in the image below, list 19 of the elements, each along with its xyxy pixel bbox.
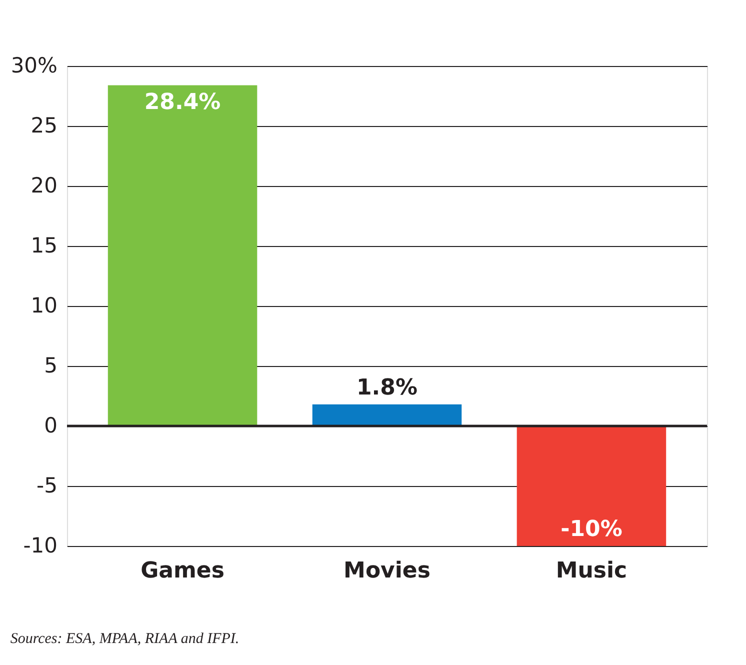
data-label: 1.8% (356, 376, 418, 401)
y-tick-label: -10 (23, 534, 58, 558)
y-tick-label: 10 (30, 294, 58, 318)
y-tick-label: 0 (44, 414, 58, 438)
bar (108, 85, 258, 426)
x-tick-label: Games (140, 558, 224, 584)
bar (516, 426, 666, 546)
bar (312, 404, 462, 426)
y-tick-label: 30% (10, 54, 58, 78)
x-tick-label: Movies (344, 558, 430, 584)
y-tick-label: 5 (44, 354, 58, 378)
y-tick-label: -5 (36, 474, 58, 498)
source-note: Sources: ESA, MPAA, RIAA and IFPI. (10, 631, 240, 647)
y-tick-label: 15 (30, 234, 58, 258)
data-label: -10% (560, 517, 622, 542)
y-tick-label: 20 (30, 174, 58, 198)
x-tick-label: Music (556, 558, 628, 584)
y-tick-label: 25 (30, 114, 58, 138)
data-label: 28.4% (144, 90, 221, 115)
